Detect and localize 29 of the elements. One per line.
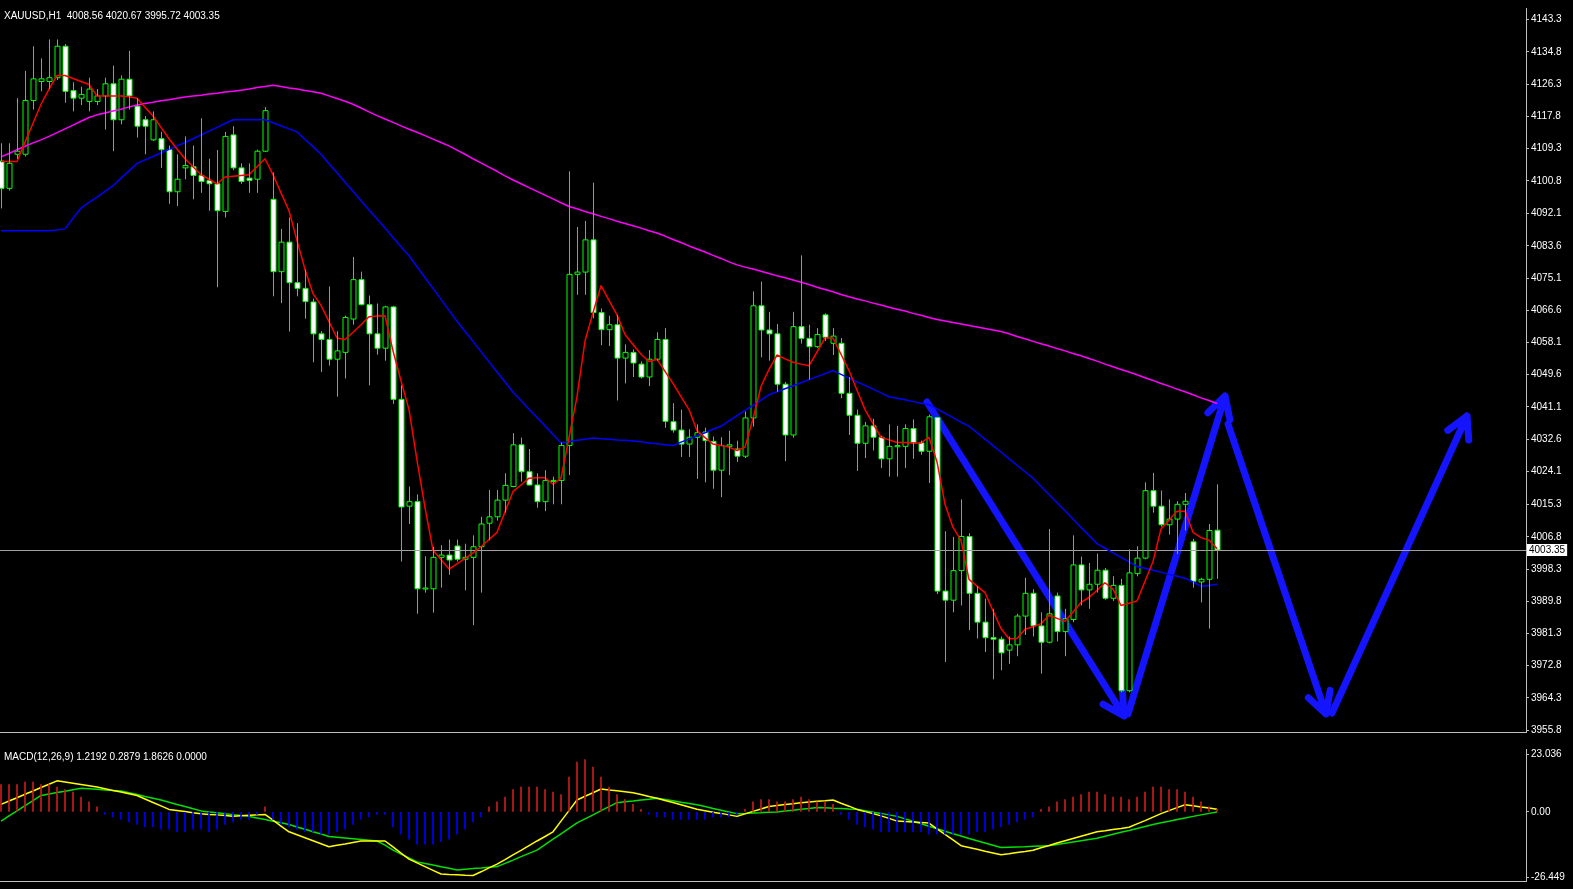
y-tick-label: 4083.6 <box>1531 239 1563 251</box>
y-tick-label: 3964.3 <box>1531 691 1563 703</box>
y-tick-label: 3955.8 <box>1531 723 1563 735</box>
y-tick-label: 4109.3 <box>1531 142 1563 154</box>
y-tick-label: 4075.1 <box>1531 271 1563 283</box>
y-tick-label: 3989.8 <box>1531 595 1563 607</box>
y-tick-label: 3981.3 <box>1531 627 1563 639</box>
y-tick-label: 3998.3 <box>1531 562 1563 574</box>
y-tick-label: 4006.8 <box>1531 530 1563 542</box>
y-tick-label: 3972.8 <box>1531 659 1563 671</box>
y-tick-label: 4117.8 <box>1531 110 1562 122</box>
y-tick-label: 4058.1 <box>1531 336 1563 348</box>
y-tick-label: 4143.3 <box>1531 13 1563 25</box>
y-tick-label: 0.00 <box>1531 805 1551 817</box>
y-tick-label: 4134.8 <box>1531 45 1563 57</box>
chart-title: MACD(12,26,9) 1.2192 0.2879 1.8626 0.0000 <box>4 750 208 762</box>
y-tick-label: -26.449 <box>1531 871 1566 883</box>
y-tick-label: 4126.3 <box>1531 77 1563 89</box>
y-tick-label: 4015.3 <box>1531 498 1563 510</box>
y-tick-label: 4092.1 <box>1531 207 1563 219</box>
chart-title: XAUUSD,H1 4008.56 4020.67 3995.72 4003.35 <box>4 9 221 21</box>
y-tick-label: 4100.8 <box>1531 174 1563 186</box>
y-tick-label: 4032.6 <box>1531 432 1563 444</box>
y-tick-label: 4024.1 <box>1531 465 1563 477</box>
y-tick-label: 4049.6 <box>1531 368 1563 380</box>
y-tick-label: 4066.6 <box>1531 304 1563 316</box>
ref-line-label: 4003.35 <box>1529 543 1566 555</box>
y-tick-label: 23.036 <box>1531 748 1563 760</box>
y-tick-label: 4041.1 <box>1531 400 1563 412</box>
